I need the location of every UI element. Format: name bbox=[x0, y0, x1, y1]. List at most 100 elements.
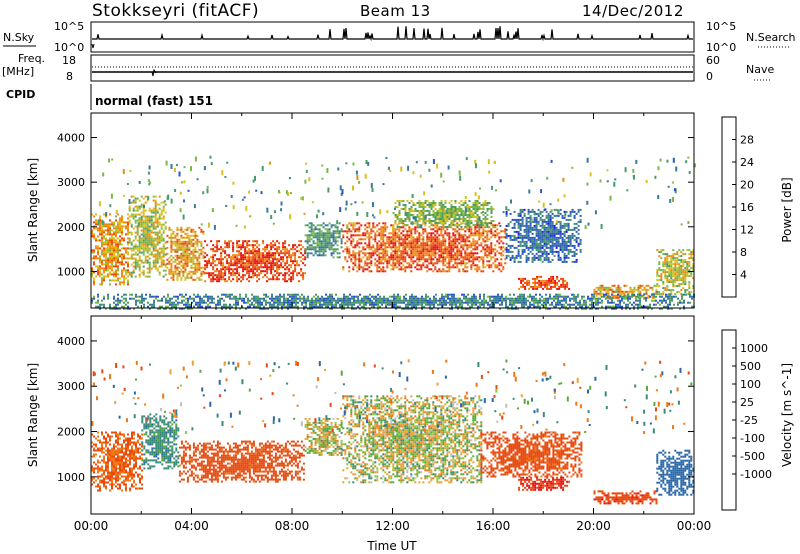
power-cell bbox=[507, 222, 510, 225]
power-cell bbox=[240, 276, 243, 279]
power-cell bbox=[146, 229, 149, 232]
power-cell bbox=[476, 222, 479, 224]
power-cell bbox=[318, 232, 321, 235]
power-cell bbox=[684, 291, 687, 294]
power-cell bbox=[138, 259, 141, 262]
power-cell bbox=[450, 208, 453, 210]
power-cell bbox=[414, 226, 417, 229]
power-cell bbox=[186, 236, 189, 239]
power-cell bbox=[523, 208, 526, 211]
power-cell bbox=[189, 297, 191, 300]
power-cell bbox=[334, 232, 337, 235]
power-cell bbox=[549, 214, 552, 217]
power-cell bbox=[458, 216, 461, 218]
power-cell bbox=[569, 212, 572, 215]
power-cell bbox=[480, 250, 483, 253]
power-cell bbox=[200, 244, 203, 247]
power-cell bbox=[522, 279, 525, 282]
power-cell bbox=[476, 252, 479, 255]
power-cell bbox=[490, 224, 493, 226]
power-cell bbox=[509, 250, 512, 253]
power-cell bbox=[266, 280, 269, 283]
power-cell bbox=[304, 248, 307, 251]
power-cell bbox=[563, 260, 566, 263]
power-cell bbox=[174, 260, 177, 263]
power-cell bbox=[340, 246, 343, 249]
power-cell bbox=[406, 266, 409, 269]
power-cell bbox=[266, 244, 269, 247]
power-cell bbox=[573, 238, 576, 241]
power-cell bbox=[432, 264, 435, 267]
power-cell bbox=[442, 240, 445, 243]
power-cell bbox=[196, 270, 199, 273]
power-cell bbox=[517, 244, 520, 247]
power-cell bbox=[196, 244, 199, 247]
power-cell bbox=[668, 255, 671, 258]
power-cell bbox=[577, 242, 580, 245]
power-cell bbox=[539, 240, 542, 243]
power-cell bbox=[615, 290, 618, 293]
power-cell bbox=[452, 216, 455, 218]
power-cell bbox=[115, 227, 117, 230]
power-cell bbox=[244, 248, 247, 251]
power-cell bbox=[559, 220, 562, 223]
power-cell bbox=[599, 288, 602, 291]
power-cell bbox=[392, 242, 395, 245]
power-cell bbox=[125, 221, 127, 224]
power-cell bbox=[179, 301, 181, 304]
power-cell bbox=[171, 303, 173, 306]
power-cell bbox=[426, 252, 429, 255]
power-cell bbox=[284, 276, 287, 279]
power-cell bbox=[563, 226, 566, 229]
power-cell bbox=[519, 240, 522, 243]
power-cell bbox=[662, 281, 665, 284]
power-cell bbox=[464, 220, 467, 222]
power-cell bbox=[260, 272, 263, 275]
power-cell bbox=[388, 260, 391, 263]
power-cell bbox=[442, 216, 445, 218]
power-cell bbox=[566, 285, 569, 288]
power-cell bbox=[430, 232, 433, 235]
power-cell bbox=[438, 212, 441, 214]
power-cell bbox=[136, 197, 139, 200]
power-cell bbox=[356, 244, 359, 247]
power-cell bbox=[641, 288, 644, 291]
power-cell bbox=[396, 266, 399, 269]
power-cell bbox=[152, 225, 155, 228]
power-cell bbox=[328, 242, 331, 245]
power-cell bbox=[244, 246, 247, 249]
power-cell bbox=[151, 295, 153, 298]
power-cell bbox=[525, 246, 528, 249]
power-cell bbox=[534, 287, 537, 290]
power-cell bbox=[408, 216, 411, 218]
power-cell bbox=[240, 248, 243, 251]
power-cell bbox=[450, 224, 453, 226]
power-cell bbox=[388, 242, 391, 245]
power-cell bbox=[386, 258, 389, 261]
power-cell bbox=[127, 233, 129, 236]
power-cell bbox=[121, 233, 123, 236]
power-cell bbox=[105, 239, 107, 242]
power-cell bbox=[192, 234, 195, 237]
power-cell bbox=[237, 303, 239, 306]
power-cell bbox=[256, 274, 259, 277]
power-cell bbox=[464, 226, 467, 228]
power-cell bbox=[119, 217, 121, 220]
power-cell bbox=[454, 228, 457, 231]
power-cell bbox=[537, 248, 540, 251]
power-cell bbox=[233, 303, 235, 306]
power-cell bbox=[551, 242, 554, 245]
power-cell bbox=[396, 206, 399, 208]
power-cell bbox=[123, 277, 125, 280]
power-cell bbox=[123, 257, 125, 260]
power-cell bbox=[184, 232, 187, 235]
power-cell bbox=[198, 262, 201, 265]
power-cell bbox=[260, 252, 263, 255]
power-cell bbox=[360, 258, 363, 261]
power-cell bbox=[410, 254, 413, 257]
power-cell bbox=[276, 270, 279, 273]
power-cell bbox=[448, 232, 451, 235]
power-cell bbox=[428, 206, 431, 208]
power-cell bbox=[280, 272, 283, 275]
power-cell bbox=[324, 242, 327, 245]
